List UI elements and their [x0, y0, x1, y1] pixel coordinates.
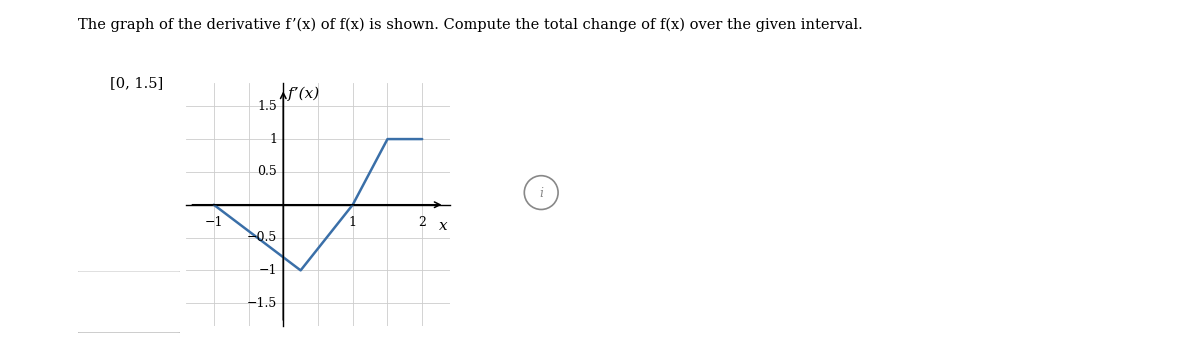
Text: 1: 1 [349, 216, 356, 229]
Text: i: i [539, 187, 544, 200]
Text: −1.5: −1.5 [247, 297, 277, 310]
FancyBboxPatch shape [74, 271, 184, 333]
Text: 1: 1 [269, 133, 277, 146]
Text: −0.5: −0.5 [247, 231, 277, 244]
Text: −1: −1 [204, 216, 223, 229]
Text: x: x [439, 219, 448, 233]
Text: 2: 2 [419, 216, 426, 229]
Text: 1.5: 1.5 [257, 100, 277, 113]
Text: 0.5: 0.5 [257, 166, 277, 178]
Text: −1: −1 [258, 264, 277, 277]
Text: f’(x): f’(x) [288, 86, 320, 101]
Text: [0, 1.5]: [0, 1.5] [110, 76, 163, 90]
Text: The graph of the derivative f’(x) of f(x) is shown. Compute the total change of : The graph of the derivative f’(x) of f(x… [78, 17, 863, 32]
